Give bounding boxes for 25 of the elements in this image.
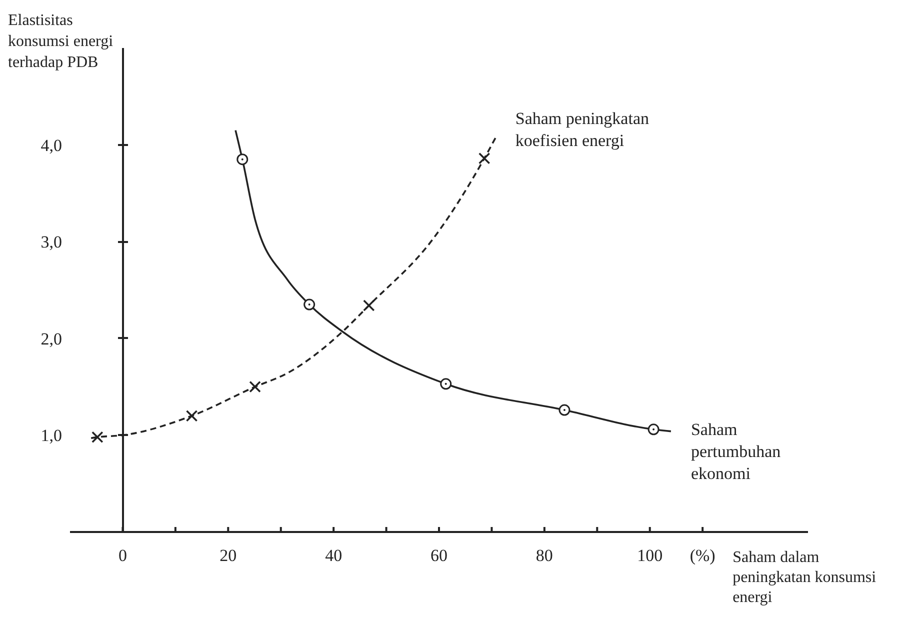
point bbox=[304, 298, 316, 310]
x-tick-label: 60 bbox=[430, 546, 448, 566]
point bbox=[236, 154, 248, 166]
x-axis-title: Saham dalam peningkatan konsumsi energi bbox=[732, 548, 878, 608]
y-tick-label: 4,0 bbox=[40, 136, 62, 155]
point bbox=[440, 378, 452, 390]
x-tick-label: 0 bbox=[118, 546, 127, 566]
point bbox=[249, 380, 261, 393]
y-tick-label: 2,0 bbox=[40, 329, 62, 348]
x-tick-label: 20 bbox=[220, 546, 237, 566]
series-label: Saham peningkatan koefisien energi bbox=[515, 108, 650, 152]
point bbox=[478, 152, 490, 164]
point bbox=[362, 300, 375, 312]
y-tick-label: 1,0 bbox=[40, 426, 62, 446]
x-tick-label: 100 bbox=[637, 546, 663, 566]
point bbox=[648, 424, 660, 436]
y-tick-label: 3,0 bbox=[40, 232, 62, 252]
series-label: Saham pertumbuhan ekonomi bbox=[690, 419, 782, 486]
point bbox=[92, 431, 104, 444]
point bbox=[186, 410, 198, 422]
y-axis-title: Elastisitas konsumsi energi terhadap PDB bbox=[8, 11, 114, 73]
x-tick-label: 40 bbox=[325, 546, 342, 566]
x-tick-label: (%) bbox=[690, 546, 716, 566]
x-tick-label: 80 bbox=[536, 546, 553, 566]
point bbox=[558, 404, 570, 416]
